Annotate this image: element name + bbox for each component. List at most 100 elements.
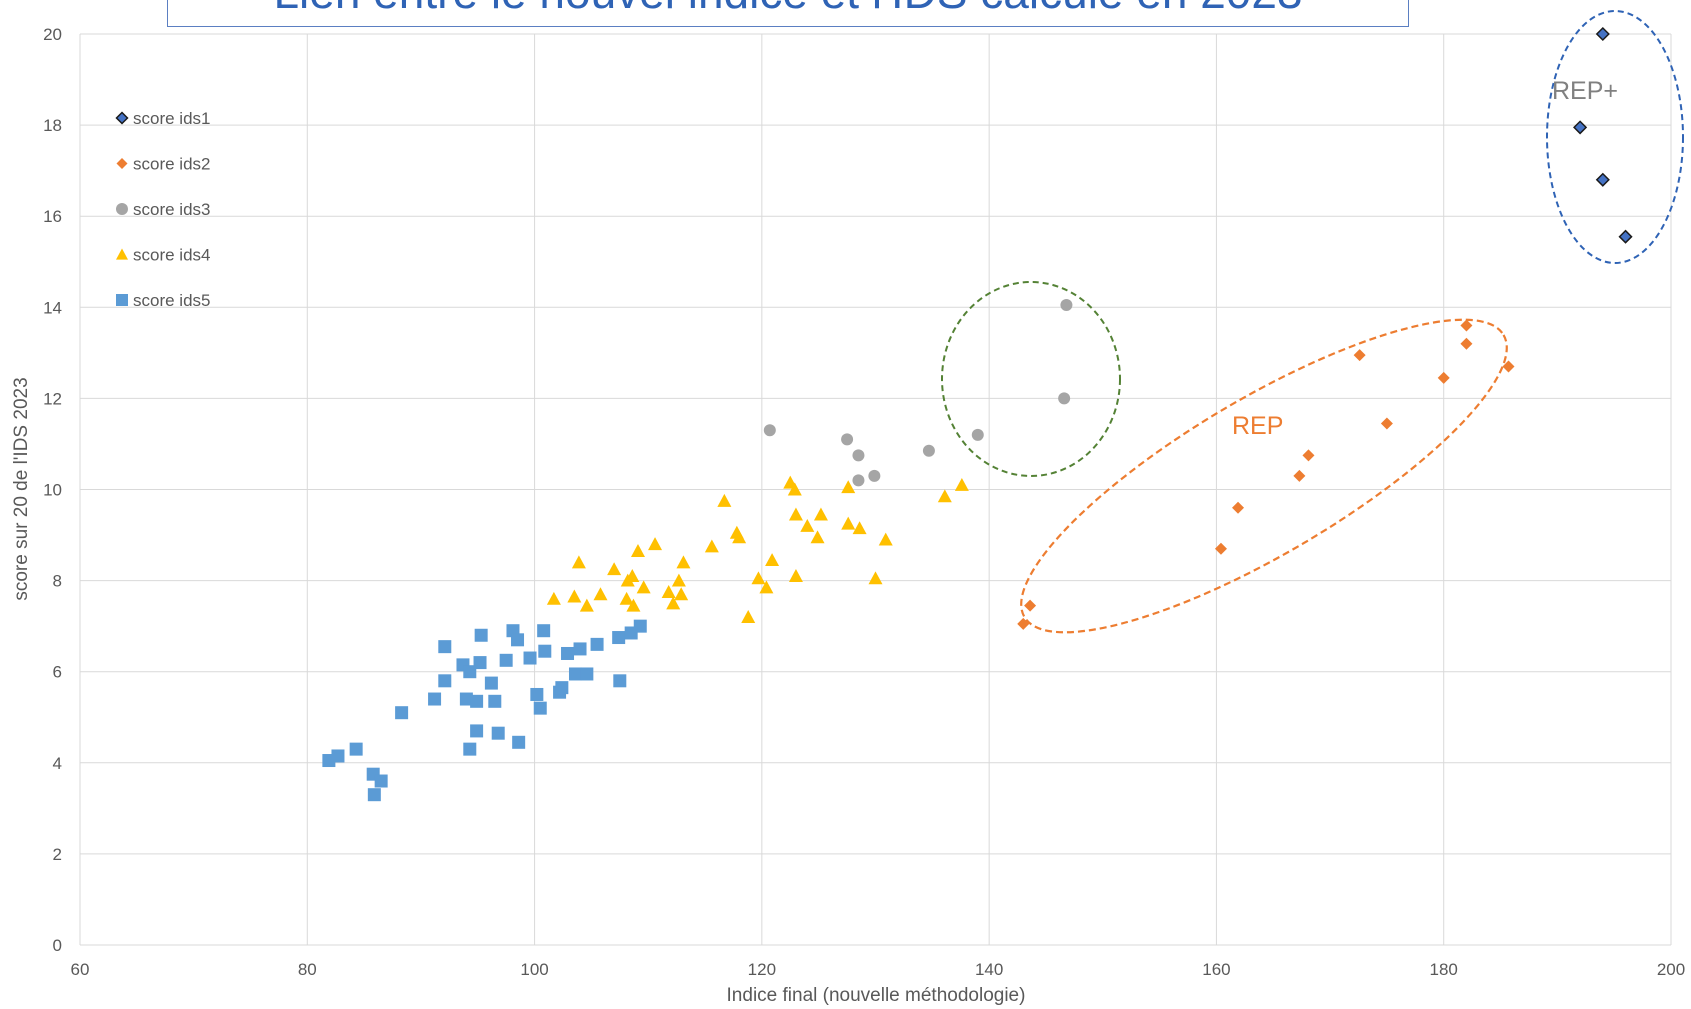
- data-point: [937, 489, 952, 503]
- data-point: [474, 628, 488, 642]
- data-point: [470, 694, 484, 708]
- data-point: [593, 587, 608, 601]
- data-point: [852, 449, 865, 462]
- data-point: [868, 571, 883, 585]
- data-point: [841, 516, 856, 530]
- y-tick-label: 12: [43, 389, 62, 408]
- data-point: [1618, 229, 1633, 244]
- data-point: [1437, 371, 1450, 384]
- data-point: [676, 555, 691, 569]
- y-tick-label: 8: [53, 572, 62, 591]
- data-point: [788, 507, 803, 521]
- legend-item: score ids2: [116, 155, 210, 174]
- data-point: [810, 530, 825, 544]
- data-point: [787, 482, 802, 496]
- data-point: [568, 667, 582, 681]
- data-point: [580, 667, 594, 681]
- data-point: [470, 724, 484, 738]
- series-score-ids5: [322, 619, 647, 802]
- data-point: [533, 701, 547, 715]
- data-point: [1460, 337, 1473, 350]
- data-point: [704, 539, 719, 553]
- data-point: [473, 656, 487, 670]
- x-tick-label: 140: [975, 960, 1003, 979]
- data-point: [1595, 26, 1610, 42]
- data-point: [1293, 469, 1306, 482]
- data-point: [636, 580, 651, 594]
- group-ellipses: [941, 10, 1684, 634]
- data-point: [613, 674, 627, 688]
- data-point: [484, 676, 498, 690]
- x-tick-label: 120: [748, 960, 776, 979]
- legend-label: score ids3: [133, 200, 210, 219]
- y-tick-label: 4: [53, 754, 62, 773]
- data-point: [438, 640, 452, 654]
- data-point: [395, 706, 409, 720]
- data-point: [763, 424, 776, 437]
- y-axis-label: score sur 20 de l'IDS 2023: [11, 377, 32, 600]
- series-score-ids3: [763, 299, 1073, 487]
- data-point: [813, 507, 828, 521]
- data-point: [573, 642, 587, 656]
- data-point: [971, 428, 984, 441]
- data-point: [666, 596, 681, 610]
- data-point: [648, 537, 663, 551]
- data-point: [852, 474, 865, 487]
- data-point: [567, 589, 582, 603]
- data-point: [1380, 417, 1393, 430]
- x-tick-label: 160: [1202, 960, 1230, 979]
- data-point: [459, 692, 473, 706]
- y-tick-labels: 0 2 4 6 8 10 12 14 16 18 20: [43, 25, 62, 955]
- x-tick-label: 100: [520, 960, 548, 979]
- data-point: [1502, 360, 1515, 373]
- data-point: [579, 598, 594, 612]
- x-tick-label: 80: [298, 960, 317, 979]
- data-point: [741, 610, 756, 623]
- legend-label: score ids2: [133, 155, 210, 174]
- data-point: [349, 742, 363, 756]
- data-point: [841, 480, 856, 494]
- data-point: [491, 726, 505, 740]
- data-point: [788, 569, 803, 582]
- data-series: [322, 26, 1633, 802]
- legend-item: score ids4: [116, 246, 210, 265]
- data-point: [331, 749, 345, 763]
- data-point: [1060, 299, 1073, 312]
- data-point: [1302, 449, 1315, 462]
- legend-marker: [116, 248, 128, 260]
- data-point: [512, 735, 526, 749]
- data-point: [800, 518, 815, 532]
- data-point: [619, 591, 634, 605]
- data-point: [1460, 319, 1473, 332]
- data-point: [428, 692, 442, 706]
- data-point: [954, 477, 969, 491]
- data-point: [1232, 501, 1245, 514]
- series-score-ids2: [1017, 319, 1515, 630]
- data-point: [1058, 392, 1071, 405]
- data-point: [367, 788, 381, 802]
- data-point: [590, 637, 604, 651]
- chart-title: Lien entre le nouvel indice et l'IDS cal…: [168, 0, 1408, 19]
- grey-group-ellipse: [941, 281, 1121, 477]
- data-point: [463, 742, 477, 756]
- data-point: [571, 555, 586, 569]
- data-point: [1214, 542, 1227, 555]
- data-point: [374, 774, 388, 788]
- data-point: [878, 532, 893, 546]
- data-point: [612, 631, 626, 645]
- data-point: [626, 598, 641, 612]
- data-point: [1017, 617, 1030, 630]
- x-tick-label: 60: [71, 960, 90, 979]
- legend-marker: [115, 111, 129, 125]
- data-point: [1595, 172, 1610, 187]
- y-tick-label: 14: [43, 298, 62, 317]
- legend-label: score ids4: [133, 246, 210, 265]
- data-point: [732, 530, 747, 544]
- legend-item: score ids3: [116, 200, 210, 219]
- y-tick-label: 18: [43, 116, 62, 135]
- series-score-ids4: [546, 475, 969, 623]
- data-point: [1573, 120, 1588, 135]
- annotation-rep: REP: [1232, 412, 1283, 440]
- legend-item: score ids5: [116, 291, 210, 310]
